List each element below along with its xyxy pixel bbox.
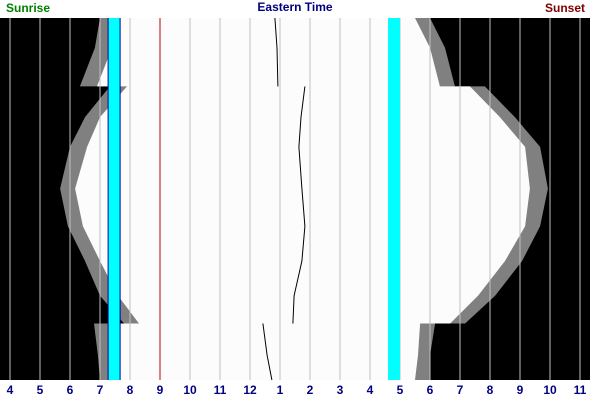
x-tick-label: 10	[543, 383, 557, 397]
x-tick-label: 11	[574, 383, 587, 397]
chart-title: Eastern Time	[257, 0, 332, 14]
x-tick-label: 9	[157, 383, 164, 397]
x-tick-label: 3	[337, 383, 344, 397]
x-tick-label: 8	[487, 383, 494, 397]
solar-noon-line	[292, 86, 306, 324]
x-tick-label: 4	[367, 383, 374, 397]
left-label: Sunrise	[6, 1, 50, 15]
band	[108, 18, 121, 380]
x-tick-label: 2	[307, 383, 314, 397]
plot	[0, 17, 590, 381]
band	[388, 18, 401, 380]
x-tick-label: 8	[127, 383, 134, 397]
x-tick-label: 10	[183, 383, 197, 397]
x-tick-label: 7	[457, 383, 464, 397]
solar-noon-line	[274, 17, 279, 87]
x-tick-label: 11	[214, 383, 227, 397]
x-tick-label: 5	[37, 383, 44, 397]
x-tick-label: 9	[517, 383, 524, 397]
right-label: Sunset	[545, 1, 585, 15]
x-tick-label: 1	[277, 383, 284, 397]
x-tick-label: 5	[397, 383, 404, 397]
x-tick-label: 12	[243, 383, 257, 397]
solar-noon-line	[262, 323, 273, 381]
x-tick-label: 7	[97, 383, 104, 397]
x-tick-label: 4	[7, 383, 14, 397]
x-tick-label: 6	[67, 383, 74, 397]
x-tick-label: 6	[427, 383, 434, 397]
